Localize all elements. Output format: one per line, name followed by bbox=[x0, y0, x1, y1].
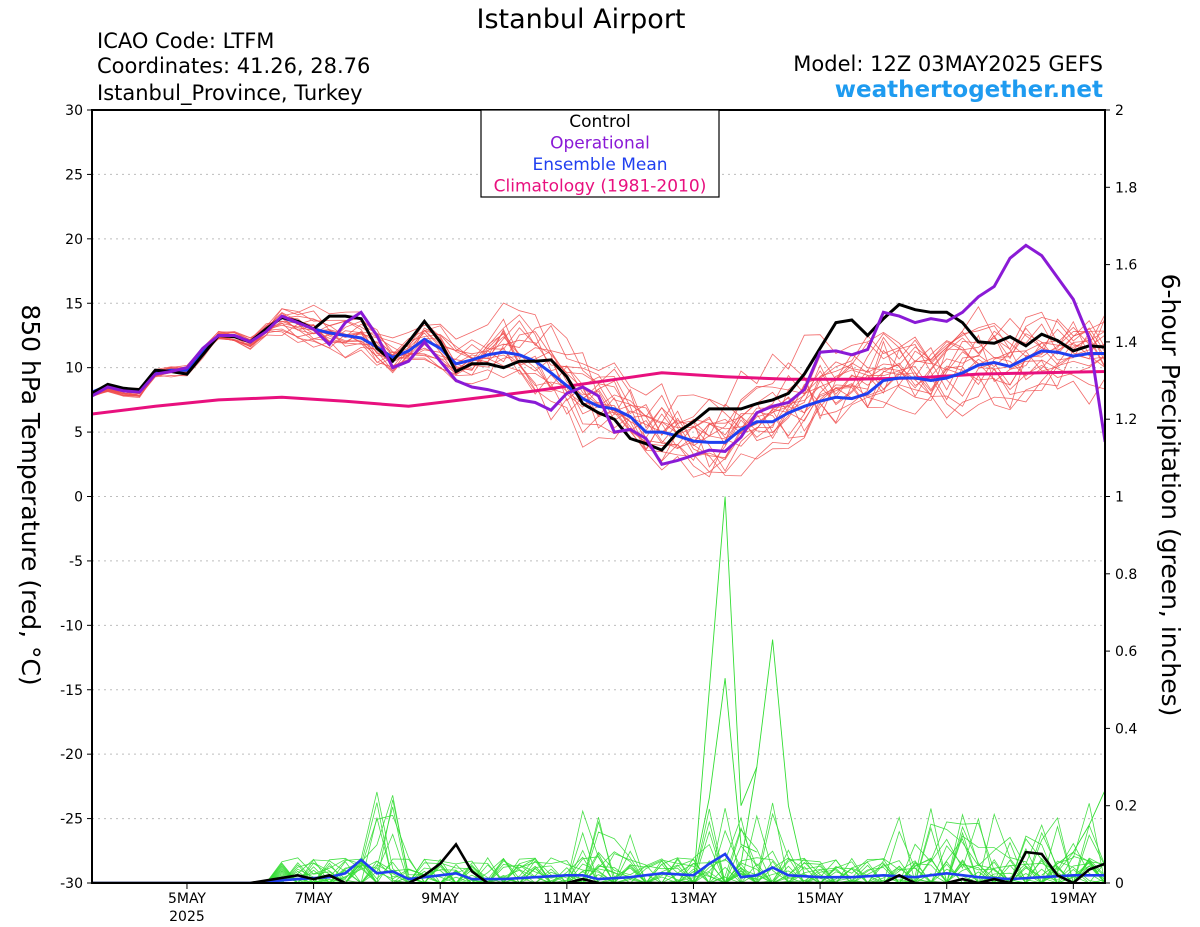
legend-entry: Operational bbox=[550, 134, 650, 154]
right-tick-label: 1.8 bbox=[1115, 180, 1137, 196]
x-tick-label: 15MAY bbox=[797, 891, 844, 907]
member-temperature-line bbox=[92, 306, 1105, 462]
legend-entry: Climatology (1981-2010) bbox=[494, 177, 707, 197]
right-tick-label: 0 bbox=[1115, 876, 1124, 892]
region: Istanbul_Province, Turkey bbox=[97, 81, 363, 106]
operational-temperature-line bbox=[92, 243, 1105, 467]
left-tick-label: -20 bbox=[60, 747, 83, 763]
member-precipitation-line bbox=[92, 802, 1105, 883]
x-axis-ticks: 5MAY 2025 7MAY 9MAY 11MAY 13MAY 15MAY 17MAY 19MA… bbox=[168, 883, 1097, 925]
main-series bbox=[92, 243, 1105, 883]
right-tick-label: 0.2 bbox=[1115, 799, 1137, 815]
x-tick-label: 19MAY bbox=[1050, 891, 1097, 907]
legend-box bbox=[480, 109, 720, 198]
left-tick-label: -25 bbox=[60, 812, 83, 828]
left-tick-label: 25 bbox=[65, 167, 83, 183]
climatology-line bbox=[92, 369, 1105, 416]
right-tick-label: 2 bbox=[1115, 103, 1124, 119]
member-precipitation-spike bbox=[1041, 789, 1105, 876]
member-precipitation-line bbox=[92, 826, 1105, 883]
x-tick-label: 7MAY bbox=[295, 891, 333, 907]
left-tick-label: -15 bbox=[60, 683, 83, 699]
member-precipitation-spike bbox=[693, 678, 757, 876]
model-run: Model: 12Z 03MAY2025 GEFS bbox=[793, 52, 1103, 76]
chart-title: Istanbul Airport bbox=[476, 4, 685, 35]
right-tick-label: 1.6 bbox=[1115, 258, 1137, 274]
left-axis-ticks: 30 25 20 15 10 5 0 -5 -10 -15 -20 -25 -30 bbox=[60, 103, 92, 892]
x-tick-year: 2025 bbox=[169, 909, 205, 925]
x-tick-label: 11MAY bbox=[543, 891, 590, 907]
right-tick-label: 0.4 bbox=[1115, 721, 1137, 737]
left-axis-label: 850 hPa Temperature (red, °C) bbox=[16, 304, 45, 685]
right-tick-label: 0.6 bbox=[1115, 644, 1137, 660]
x-tick-label: 9MAY bbox=[421, 891, 459, 907]
control-temperature-line bbox=[92, 302, 1105, 452]
left-tick-label: -10 bbox=[60, 618, 83, 634]
member-precipitation-spike bbox=[693, 496, 758, 883]
x-tick-label: 17MAY bbox=[923, 891, 970, 907]
right-tick-label: 1.4 bbox=[1115, 335, 1137, 351]
right-tick-label: 1.2 bbox=[1115, 412, 1137, 428]
left-tick-label: 20 bbox=[65, 232, 83, 248]
left-tick-label: 30 bbox=[65, 103, 83, 119]
x-tick-label: 13MAY bbox=[670, 891, 717, 907]
legend-entry: Control bbox=[569, 112, 630, 132]
mean-precipitation-line bbox=[92, 852, 1105, 883]
right-tick-label: 0.8 bbox=[1115, 567, 1137, 583]
left-tick-label: 15 bbox=[65, 296, 83, 312]
left-tick-label: 0 bbox=[74, 490, 83, 506]
gridlines bbox=[92, 173, 1105, 820]
member-precipitation-spike bbox=[740, 639, 805, 876]
legend-entry: Ensemble Mean bbox=[532, 155, 667, 175]
site-name[interactable]: weathertogether.net bbox=[835, 77, 1103, 103]
control-precipitation-line bbox=[92, 842, 1105, 883]
left-tick-label: -5 bbox=[69, 554, 83, 570]
x-tick-label: 5MAY bbox=[168, 891, 206, 907]
plot-area bbox=[91, 109, 1106, 884]
icao-code: ICAO Code: LTFM bbox=[97, 29, 274, 53]
right-tick-label: 1 bbox=[1115, 490, 1124, 506]
coordinates: Coordinates: 41.26, 28.76 bbox=[97, 54, 370, 78]
member-temperature-line bbox=[92, 314, 1105, 461]
left-tick-label: 10 bbox=[65, 361, 83, 377]
left-tick-label: -30 bbox=[60, 876, 83, 892]
left-tick-label: 5 bbox=[74, 425, 83, 441]
right-axis-label: 6-hour Precipitation (green, inches) bbox=[1156, 274, 1185, 717]
right-axis-ticks: 2 1.8 1.6 1.4 1.2 1 0.8 0.6 0.4 0.2 0 bbox=[1105, 103, 1137, 892]
